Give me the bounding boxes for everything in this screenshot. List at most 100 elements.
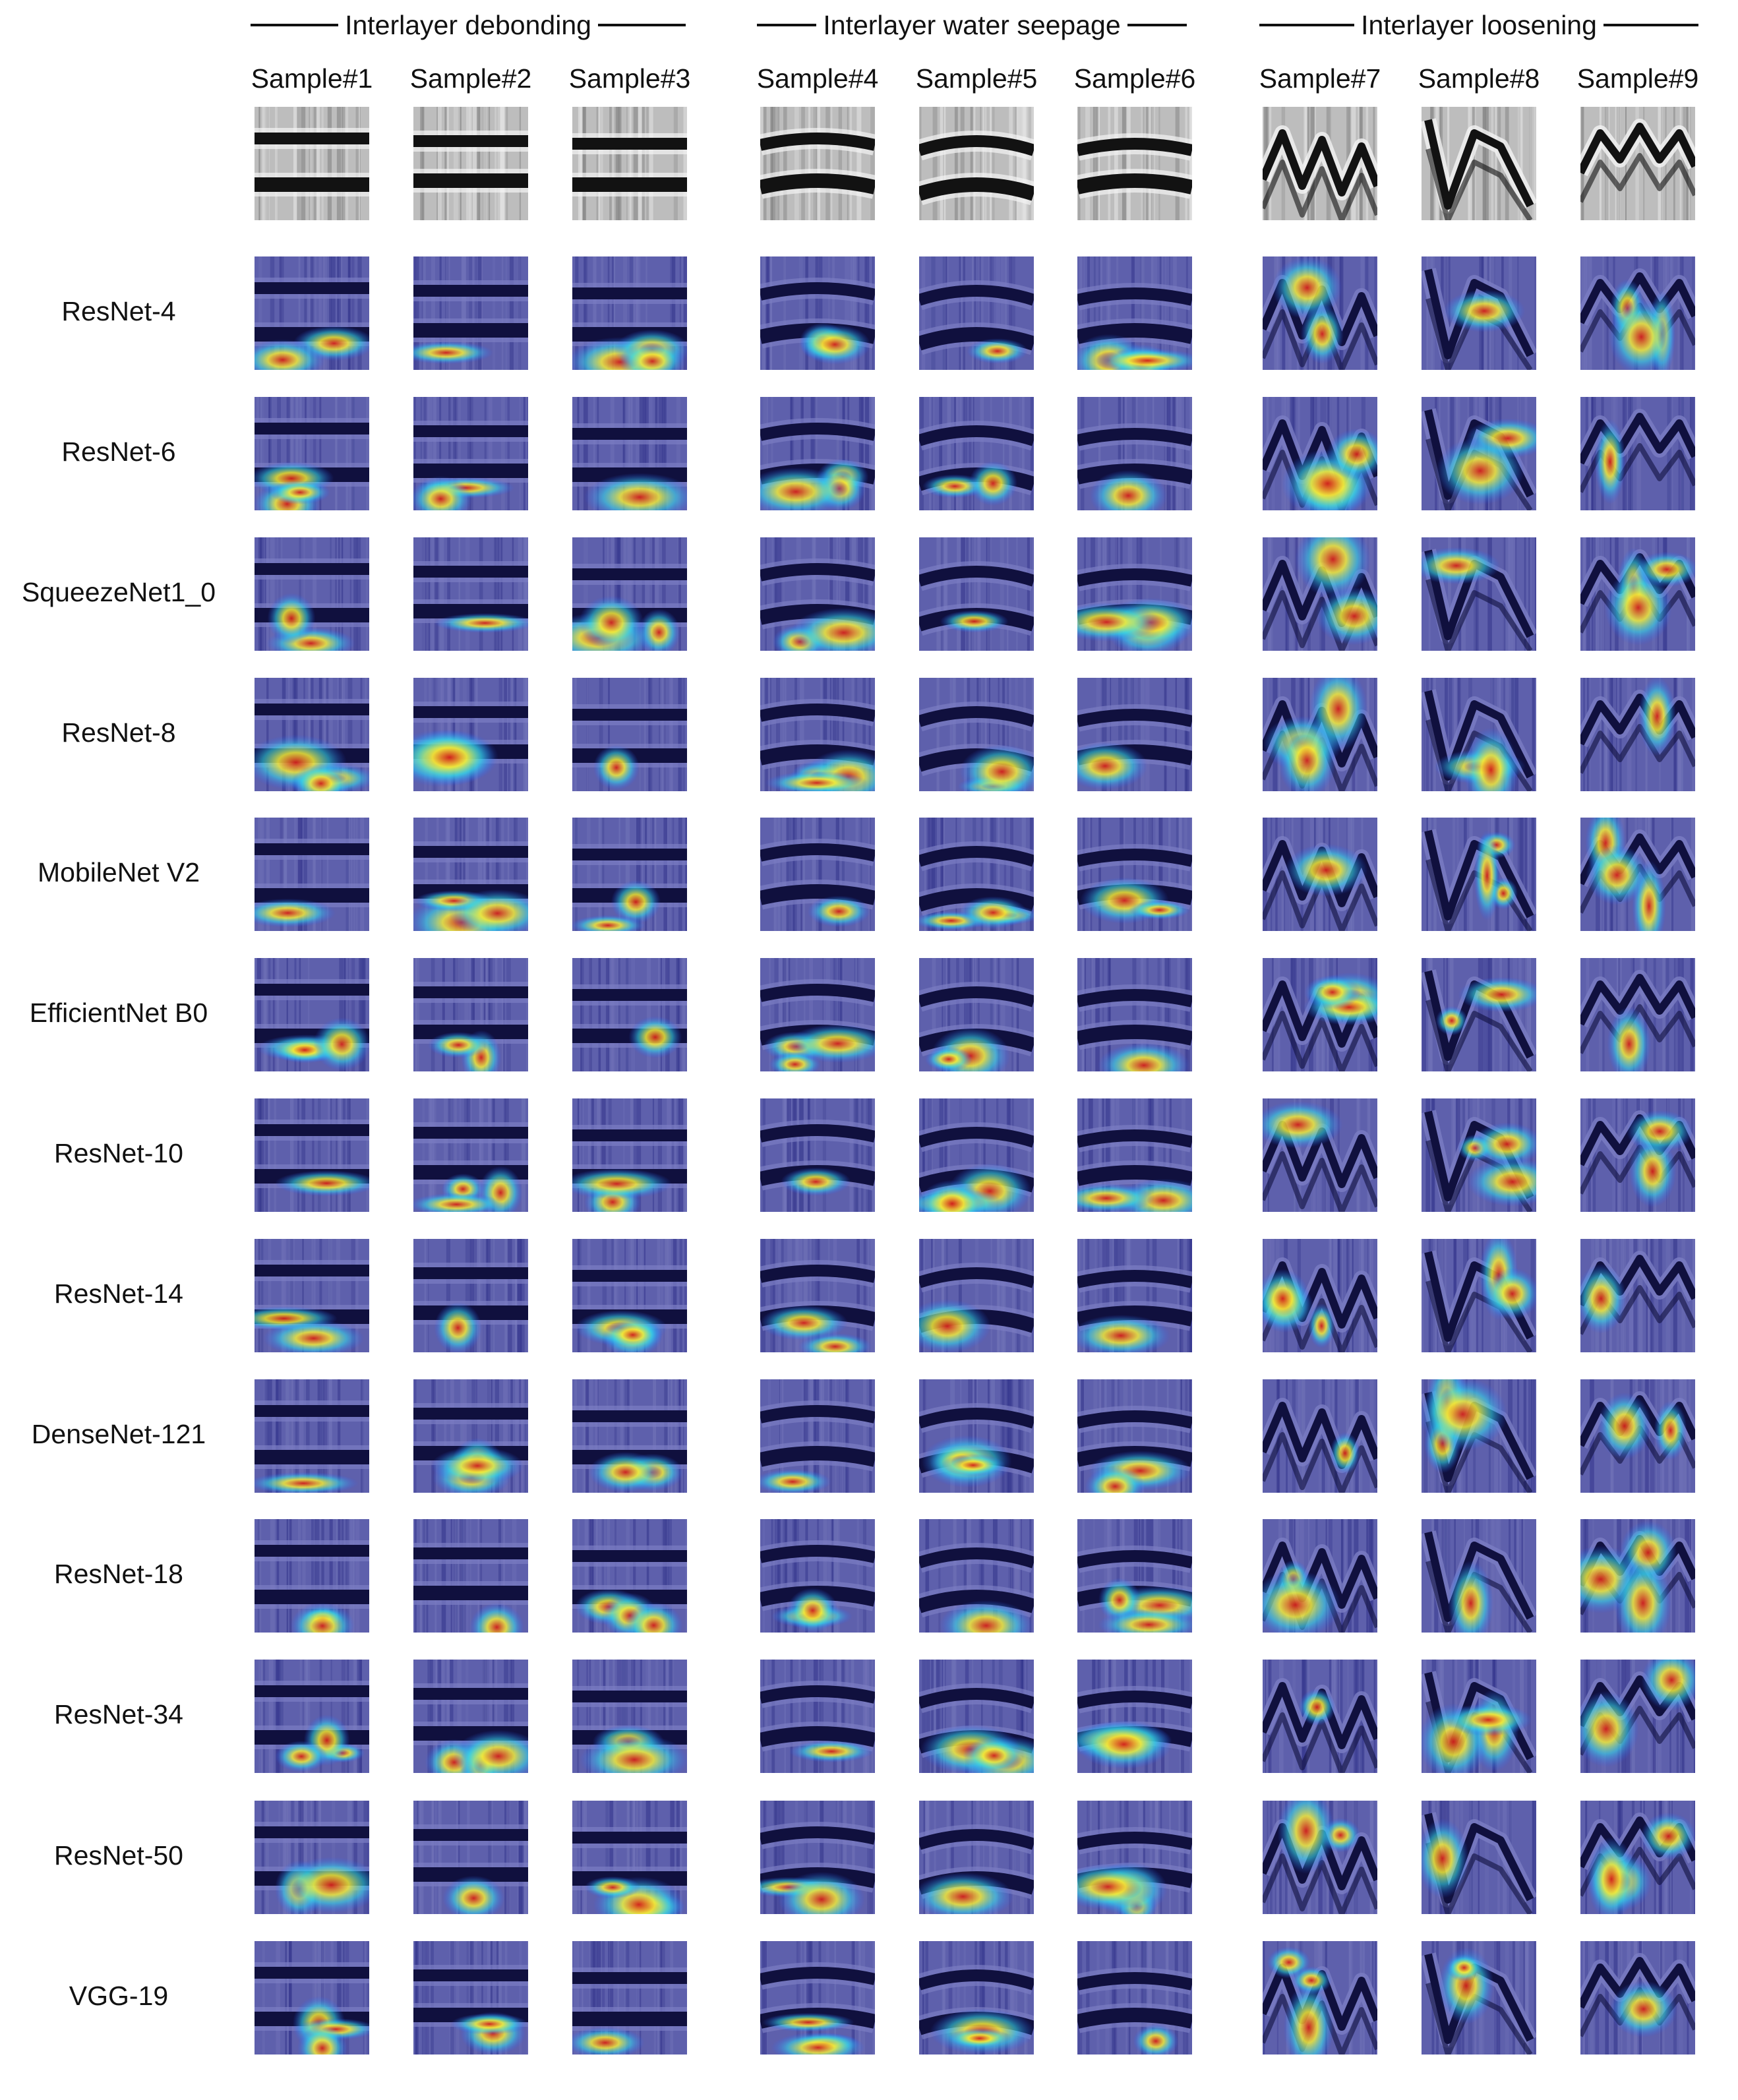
heatmap-cell [760,1519,875,1633]
heatmap-cell [1263,537,1377,651]
heatmap-cell [1422,1941,1536,2055]
raw-sample-image [572,107,687,220]
heatmap-cell [255,1519,369,1633]
heatmap-cell [1580,678,1695,791]
group-title: Interlayer debonding [345,9,591,40]
model-label: ResNet-50 [54,1840,183,1871]
heatmap-cell [919,1098,1034,1212]
heatmap-cell [1422,1379,1536,1493]
heatmap-cell [413,1519,528,1633]
heatmap-cell [760,537,875,651]
sample-label-3: Sample#3 [568,63,691,94]
heatmap-cell [1077,678,1192,791]
sample-label-7: Sample#7 [1259,63,1381,94]
heatmap-cell [572,1239,687,1352]
heatmap-cell [1580,397,1695,510]
heatmap-cell [255,678,369,791]
heatmap-cell [919,397,1034,510]
group-rule-right [1603,24,1698,26]
heatmap-cell [413,537,528,651]
group-title: Interlayer water seepage [823,9,1121,40]
group-header-2: Interlayer water seepage [757,7,1187,44]
heatmap-cell [919,1239,1034,1352]
heatmap-cell [1077,1239,1192,1352]
raw-sample-image [1077,107,1192,220]
heatmap-cell [760,256,875,370]
group-title: Interlayer loosening [1361,9,1597,40]
heatmap-cell [919,256,1034,370]
heatmap-cell [1422,1098,1536,1212]
heatmap-cell [1077,958,1192,1071]
heatmap-cell [1263,1098,1377,1212]
heatmap-cell [1580,818,1695,931]
heatmap-cell [1263,678,1377,791]
heatmap-cell [919,1801,1034,1914]
heatmap-cell [1077,1801,1192,1914]
sample-label-9: Sample#9 [1576,63,1699,94]
heatmap-cell [1422,256,1536,370]
heatmap-cell [255,1801,369,1914]
raw-sample-image [1580,107,1695,220]
sample-label-2: Sample#2 [409,63,532,94]
heatmap-cell [1580,958,1695,1071]
model-label: ResNet-8 [61,717,176,748]
heatmap-cell [255,818,369,931]
heatmap-cell [1580,1098,1695,1212]
heatmap-cell [255,397,369,510]
heatmap-cell [1077,1941,1192,2055]
heatmap-cell [919,1941,1034,2055]
heatmap-cell [760,1379,875,1493]
heatmap-cell [255,1098,369,1212]
heatmap-cell [255,1379,369,1493]
model-label: VGG-19 [69,1981,169,2011]
heatmap-cell [572,537,687,651]
heatmap-cell [1263,256,1377,370]
heatmap-cell [760,1239,875,1352]
group-rule-left [1259,24,1355,26]
heatmap-cell [760,818,875,931]
heatmap-cell [919,1519,1034,1633]
heatmap-cell [1077,397,1192,510]
sample-label-4: Sample#4 [756,63,879,94]
heatmap-cell [1263,1801,1377,1914]
model-label: EfficientNet B0 [29,998,208,1028]
heatmap-cell [1077,256,1192,370]
heatmap-cell [760,1801,875,1914]
heatmap-cell [1580,537,1695,651]
heatmap-cell [1077,1098,1192,1212]
heatmap-cell [1422,1801,1536,1914]
heatmap-cell [1263,1239,1377,1352]
heatmap-cell [1077,818,1192,931]
heatmap-cell [760,678,875,791]
heatmap-cell [1580,256,1695,370]
heatmap-cell [919,958,1034,1071]
heatmap-cell [1263,818,1377,931]
group-rule-right [597,24,686,26]
heatmap-cell [1077,1660,1192,1773]
model-label: ResNet-10 [54,1138,183,1168]
model-label: ResNet-18 [54,1559,183,1589]
raw-sample-image [1422,107,1536,220]
heatmap-cell [1580,1379,1695,1493]
heatmap-cell [760,1098,875,1212]
heatmap-cell [572,1801,687,1914]
heatmap-cell [572,1941,687,2055]
heatmap-cell [255,958,369,1071]
raw-sample-image [413,107,528,220]
heatmap-cell [572,256,687,370]
heatmap-cell [255,256,369,370]
heatmap-cell [1077,1519,1192,1633]
heatmap-cell [760,1941,875,2055]
heatmap-cell [1422,537,1536,651]
heatmap-cell [919,1379,1034,1493]
heatmap-cell [1422,818,1536,931]
heatmap-cell [255,1239,369,1352]
heatmap-cell [1263,958,1377,1071]
heatmap-cell [1263,1660,1377,1773]
heatmap-cell [255,1660,369,1773]
heatmap-cell [919,818,1034,931]
heatmap-cell [413,678,528,791]
heatmap-cell [255,1941,369,2055]
model-label: ResNet-34 [54,1699,183,1729]
